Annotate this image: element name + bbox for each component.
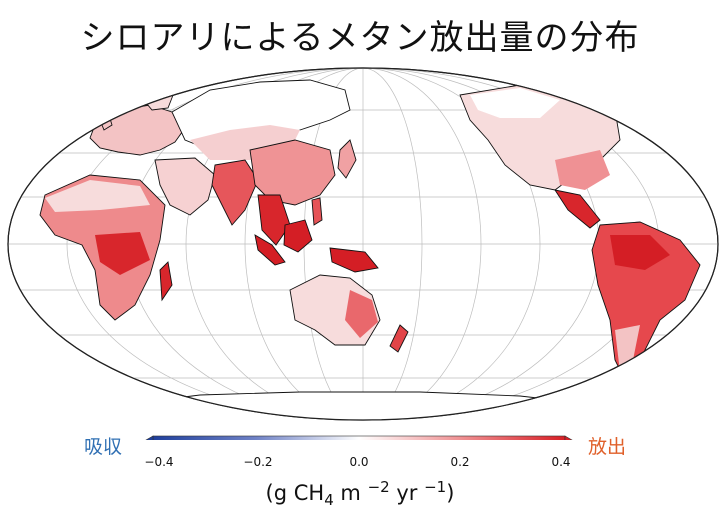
colorbar-tick: 0.2 <box>450 455 470 469</box>
land-philippines <box>311 197 323 226</box>
land-se-asia <box>257 194 291 246</box>
colorbar-tick: 0.4 <box>551 455 571 469</box>
colorbar-gradient <box>152 435 566 440</box>
land-madagascar <box>159 261 173 302</box>
colorbar-tick: 0.0 <box>349 455 369 469</box>
land-arabia <box>154 157 216 216</box>
land-new-zealand <box>389 324 409 353</box>
land-sumatra <box>254 234 286 266</box>
colorbar-emit-label: 放出 <box>588 436 627 458</box>
land-india <box>211 159 259 226</box>
land-east-asia <box>249 139 336 206</box>
land-borneo <box>283 219 313 253</box>
land-japan <box>337 139 357 179</box>
land-greenland <box>559 68 641 99</box>
colorbar <box>145 435 573 440</box>
colorbar-unit-label: (g CH4 m −2 yr −1) <box>265 478 455 510</box>
emission-map <box>7 67 719 440</box>
colorbar-absorb-label: 吸収 <box>84 436 123 458</box>
colorbar-tick: −0.4 <box>144 455 174 469</box>
map-title: シロアリによるメタン放出量の分布 <box>80 18 640 58</box>
colorbar-min-arrow <box>145 435 154 440</box>
colorbar-tick: −0.2 <box>243 455 273 469</box>
land-new-guinea <box>329 247 379 273</box>
colorbar-max-arrow <box>564 435 573 440</box>
land-central-america <box>554 189 601 229</box>
